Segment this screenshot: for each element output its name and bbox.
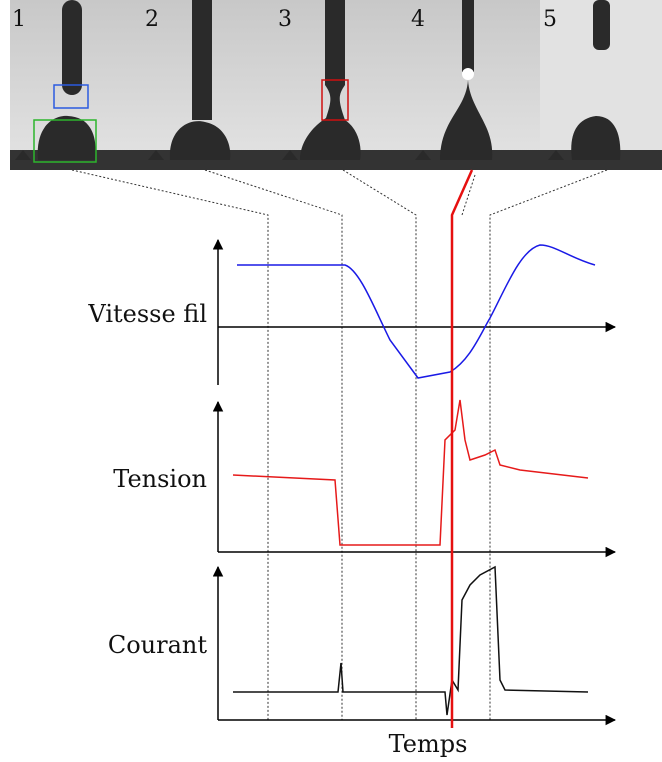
panel-number: 2 bbox=[145, 7, 159, 32]
panel-number: 3 bbox=[278, 7, 292, 32]
panel-number: 5 bbox=[543, 7, 557, 32]
axes bbox=[212, 238, 617, 726]
signal-label: Courant bbox=[108, 631, 208, 659]
signal-label: Tension bbox=[113, 465, 207, 493]
speed-curve bbox=[237, 244, 596, 379]
current-curve bbox=[233, 565, 589, 716]
panel-number: 4 bbox=[411, 7, 425, 32]
signal-label: Vitesse fil bbox=[87, 300, 207, 328]
rupture-line bbox=[450, 169, 474, 728]
x-axis-label: Temps bbox=[389, 730, 468, 758]
panel-number: 1 bbox=[12, 7, 26, 32]
voltage-curve bbox=[232, 399, 589, 546]
photo-strip: 1 2 3 4 5 bbox=[10, 0, 662, 170]
